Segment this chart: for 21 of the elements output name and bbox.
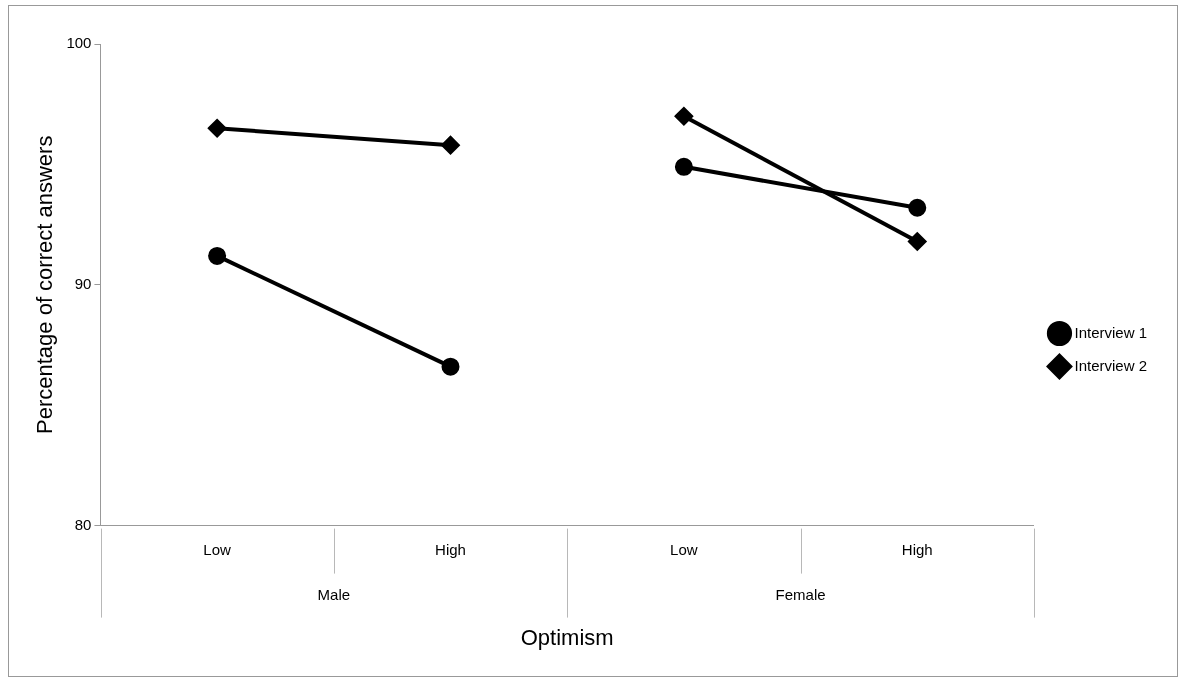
x-tick-label: Low — [203, 540, 232, 558]
y-tick-label: 80 — [74, 515, 92, 533]
y-tick-label: 90 — [74, 274, 92, 292]
point — [908, 198, 927, 217]
legend-label: Interview 1 — [1074, 323, 1148, 341]
x-tick-label: High — [435, 540, 466, 558]
point — [441, 136, 460, 155]
point — [208, 119, 227, 138]
point — [208, 246, 227, 265]
x-tick-label: High — [901, 540, 933, 558]
x-axis-title: Optimism — [520, 624, 614, 650]
point — [441, 357, 460, 376]
point — [908, 232, 927, 251]
text: Female — [775, 585, 826, 603]
y-axis-title: Percentage of correct answers — [32, 135, 58, 434]
text: Male — [317, 585, 351, 603]
legend-label: Interview 2 — [1074, 356, 1148, 374]
point — [674, 107, 693, 126]
point — [674, 157, 693, 176]
x-tick-label: Low — [670, 540, 698, 558]
y-tick-label: 100 — [66, 34, 92, 52]
